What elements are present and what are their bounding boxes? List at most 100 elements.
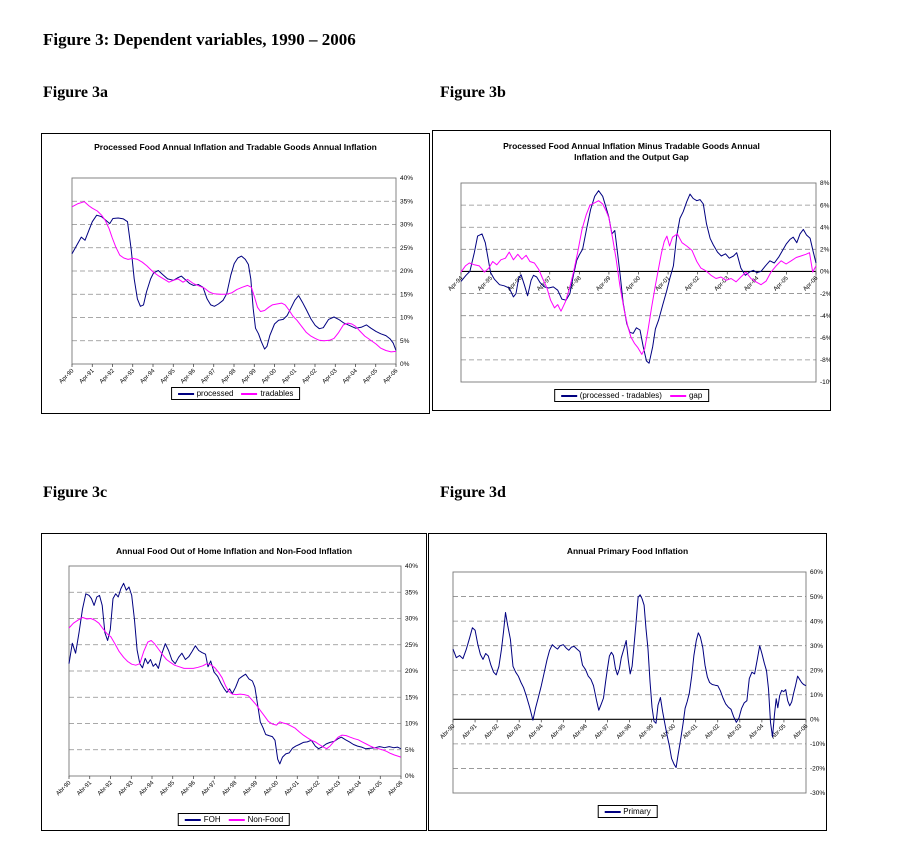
- legend-label: Non-Food: [247, 815, 284, 824]
- svg-text:Abr-99: Abr-99: [638, 723, 655, 740]
- svg-text:-6%: -6%: [820, 335, 830, 342]
- svg-text:Abr-95: Abr-95: [550, 723, 567, 740]
- svg-text:-2%: -2%: [820, 291, 830, 298]
- figure-3a-chart: Processed Food Annual Inflation and Trad…: [41, 133, 430, 414]
- svg-text:Apr-06: Apr-06: [802, 275, 819, 292]
- figure-3b-chart: Processed Food Annual Inflation Minus Tr…: [432, 130, 831, 411]
- chart-3a-legend: processed tradables: [170, 387, 301, 400]
- svg-text:Apr-99: Apr-99: [241, 368, 258, 385]
- svg-text:-10%: -10%: [810, 741, 825, 748]
- figure-3c-chart: Annual Food Out of Home Inflation and No…: [41, 533, 427, 831]
- svg-text:40%: 40%: [400, 175, 413, 182]
- figure-3d-label: Figure 3d: [440, 484, 506, 501]
- svg-text:Apr-04: Apr-04: [342, 368, 359, 385]
- svg-text:20%: 20%: [405, 668, 418, 675]
- svg-text:Apr-01: Apr-01: [281, 368, 298, 385]
- svg-text:35%: 35%: [405, 589, 418, 596]
- svg-text:Apr-96: Apr-96: [180, 368, 197, 385]
- svg-text:Abr-01: Abr-01: [284, 780, 301, 797]
- svg-text:Abr-91: Abr-91: [461, 723, 478, 740]
- legend-item: Primary: [604, 807, 651, 816]
- svg-text:30%: 30%: [810, 643, 823, 650]
- chart-3b-canvas: -10% -8% -6% -4% -2% 0% 2% 4% 6% 8% Apr-94 Apr-95 Ap…: [447, 180, 830, 386]
- chart-3b-legend: (processed - tradables) gap: [553, 389, 710, 402]
- chart-3a-title: Processed Food Annual Inflation and Trad…: [94, 142, 377, 152]
- svg-text:25%: 25%: [400, 245, 413, 252]
- legend-item: gap: [669, 391, 703, 400]
- figure-3b-label: Figure 3b: [440, 84, 506, 101]
- legend-line-swatch: [604, 810, 621, 813]
- legend-line-swatch: [177, 392, 194, 395]
- svg-text:Apr-95: Apr-95: [477, 275, 494, 292]
- svg-text:-10%: -10%: [820, 379, 830, 386]
- chart-3d-canvas: -30% -20% -10% 0% 10% 20% 30% 40% 50% 60% Abr-90 Ab…: [439, 569, 825, 797]
- svg-text:Apr-95: Apr-95: [160, 368, 177, 385]
- chart-3c-legend: FOH Non-Food: [177, 813, 291, 826]
- legend-item: Non-Food: [228, 815, 284, 824]
- figure-3a-label: Figure 3a: [43, 84, 109, 101]
- svg-text:40%: 40%: [405, 563, 418, 570]
- svg-text:0%: 0%: [405, 773, 415, 780]
- legend-label: processed: [196, 389, 234, 398]
- svg-text:15%: 15%: [405, 694, 418, 701]
- svg-text:Abr-00: Abr-00: [660, 723, 677, 740]
- legend-label: gap: [688, 391, 703, 400]
- svg-text:Apr-03: Apr-03: [322, 368, 339, 385]
- svg-text:20%: 20%: [810, 667, 823, 674]
- svg-text:Abr-01: Abr-01: [682, 723, 699, 740]
- svg-text:40%: 40%: [810, 618, 823, 625]
- svg-text:Abr-94: Abr-94: [138, 780, 155, 797]
- svg-text:Abr-05: Abr-05: [367, 780, 384, 797]
- svg-text:Abr-90: Abr-90: [439, 723, 456, 740]
- chart-3b-title: Processed Food Annual Inflation Minus Tr…: [503, 141, 760, 162]
- svg-text:10%: 10%: [400, 315, 413, 322]
- svg-text:Abr-93: Abr-93: [506, 723, 523, 740]
- svg-text:-30%: -30%: [810, 790, 825, 797]
- svg-text:Abr-03: Abr-03: [726, 723, 743, 740]
- svg-text:Abr-02: Abr-02: [304, 780, 321, 797]
- svg-text:Abr-99: Abr-99: [242, 780, 259, 797]
- legend-item: tradables: [241, 389, 293, 398]
- svg-text:Apr-02: Apr-02: [301, 368, 318, 385]
- svg-text:Abr-06: Abr-06: [387, 780, 404, 797]
- svg-text:Abr-97: Abr-97: [594, 723, 611, 740]
- svg-text:Apr-00: Apr-00: [625, 275, 642, 292]
- page-title: Figure 3: Dependent variables, 1990 – 20…: [43, 30, 356, 49]
- svg-text:Apr-90: Apr-90: [58, 368, 75, 385]
- svg-text:-20%: -20%: [810, 766, 825, 773]
- svg-text:Abr-90: Abr-90: [55, 780, 72, 797]
- svg-text:6%: 6%: [820, 202, 830, 209]
- svg-text:2%: 2%: [820, 247, 830, 254]
- legend-label: Primary: [623, 807, 651, 816]
- svg-text:8%: 8%: [820, 180, 830, 187]
- svg-text:Abr-06: Abr-06: [792, 723, 809, 740]
- svg-text:Abr-94: Abr-94: [528, 723, 545, 740]
- legend-label: (processed - tradables): [579, 391, 662, 400]
- svg-text:Abr-96: Abr-96: [572, 723, 589, 740]
- svg-text:50%: 50%: [810, 594, 823, 601]
- legend-item: (processed - tradables): [560, 391, 662, 400]
- legend-item: FOH: [184, 815, 221, 824]
- svg-text:0%: 0%: [400, 361, 410, 368]
- legend-line-swatch: [560, 394, 577, 397]
- svg-text:Abr-98: Abr-98: [616, 723, 633, 740]
- svg-text:Abr-97: Abr-97: [201, 780, 218, 797]
- svg-text:Apr-99: Apr-99: [595, 275, 612, 292]
- chart-3c-canvas: 0%5%10%15%20%25%30%35%40%Abr-90 Abr-91 Abr…: [55, 563, 418, 797]
- svg-text:Apr-04: Apr-04: [743, 275, 760, 292]
- svg-text:Apr-91: Apr-91: [79, 368, 96, 385]
- svg-text:-4%: -4%: [820, 313, 830, 320]
- figure-3d-chart: Annual Primary Food Inflation -30% -20% -1…: [428, 533, 827, 831]
- svg-text:25%: 25%: [405, 642, 418, 649]
- legend-item: processed: [177, 389, 234, 398]
- svg-text:Abr-04: Abr-04: [748, 723, 765, 740]
- svg-text:Apr-93: Apr-93: [119, 368, 136, 385]
- svg-text:Apr-96: Apr-96: [507, 275, 524, 292]
- svg-text:Abr-04: Abr-04: [346, 780, 363, 797]
- svg-text:5%: 5%: [405, 747, 415, 754]
- svg-text:Apr-97: Apr-97: [200, 368, 217, 385]
- legend-label: FOH: [203, 815, 221, 824]
- svg-text:0%: 0%: [820, 269, 830, 276]
- svg-text:Apr-94: Apr-94: [139, 368, 156, 385]
- svg-text:Abr-00: Abr-00: [263, 780, 280, 797]
